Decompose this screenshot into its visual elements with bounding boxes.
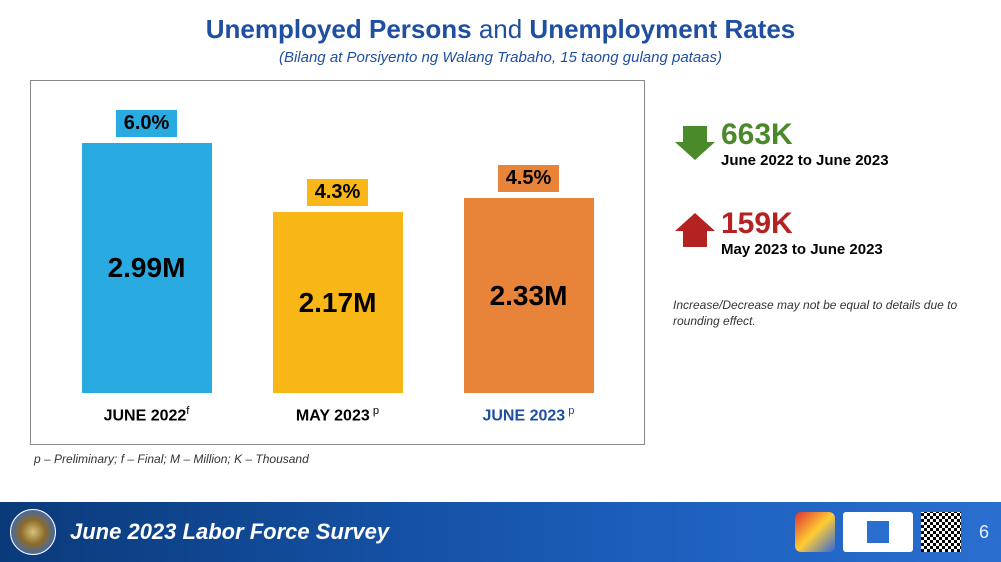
bar-label-text: MAY 2023 <box>296 407 370 424</box>
bar-label-text: JUNE 2023 <box>482 407 565 424</box>
qr-code-icon <box>921 512 961 552</box>
bar-label: MAY 2023 p <box>258 405 418 425</box>
legend-note: p – Preliminary; f – Final; M – Million;… <box>34 452 309 466</box>
bar-group: 4.5% 2.33M <box>449 165 609 393</box>
change-text: 159K May 2023 to June 2023 <box>721 209 883 258</box>
page-number: 6 <box>979 522 989 543</box>
bar-value: 2.17M <box>299 287 377 319</box>
page-title: Unemployed Persons and Unemployment Rate… <box>0 14 1001 45</box>
content-area: 6.0% 2.99M 4.3% 2.17M 4.5% 2.33M <box>30 80 970 465</box>
bar-value: 2.33M <box>490 280 568 312</box>
bar-group: 6.0% 2.99M <box>67 110 227 393</box>
labels-row: JUNE 2022f MAY 2023 p JUNE 2023 p <box>41 405 634 425</box>
bar-label-sup: f <box>186 405 189 417</box>
footer-title: June 2023 Labor Force Survey <box>70 519 795 545</box>
title-part1: Unemployed Persons <box>206 14 472 44</box>
change-text: 663K June 2022 to June 2023 <box>721 120 889 169</box>
bar-label: JUNE 2022f <box>67 405 227 425</box>
subtitle: (Bilang at Porsiyento ng Walang Trabaho,… <box>0 49 1001 66</box>
side-footnote: Increase/Decrease may not be equal to de… <box>673 298 970 329</box>
rate-badge: 6.0% <box>116 110 178 137</box>
rate-badge: 4.5% <box>498 165 560 192</box>
bar-value: 2.99M <box>108 252 186 284</box>
change-value: 663K <box>721 120 889 150</box>
change-block: 159K May 2023 to June 2023 <box>673 209 970 258</box>
bar-label-sup: p <box>565 405 574 417</box>
title-block: Unemployed Persons and Unemployment Rate… <box>0 0 1001 66</box>
bar: 2.99M <box>82 143 212 393</box>
bar-label-text: JUNE 2022 <box>104 407 187 424</box>
bar: 2.33M <box>464 198 594 393</box>
bars-row: 6.0% 2.99M 4.3% 2.17M 4.5% 2.33M <box>41 93 634 393</box>
bar: 2.17M <box>273 212 403 393</box>
change-period: May 2023 to June 2023 <box>721 241 883 258</box>
rate-badge: 4.3% <box>307 179 369 206</box>
title-connector: and <box>472 14 530 44</box>
change-block: 663K June 2022 to June 2023 <box>673 120 970 169</box>
bar-group: 4.3% 2.17M <box>258 179 418 393</box>
badge-icon <box>795 512 835 552</box>
footer-right: 6 <box>795 512 989 552</box>
iso-badge-icon <box>843 512 913 552</box>
logo-icon <box>10 509 56 555</box>
footer-bar: June 2023 Labor Force Survey 6 <box>0 502 1001 562</box>
change-value: 159K <box>721 209 883 239</box>
bar-label-sup: p <box>370 405 379 417</box>
arrow-down-icon <box>673 120 721 169</box>
slide-root: Unemployed Persons and Unemployment Rate… <box>0 0 1001 562</box>
bar-chart: 6.0% 2.99M 4.3% 2.17M 4.5% 2.33M <box>30 80 645 445</box>
bar-label: JUNE 2023 p <box>449 405 609 425</box>
title-part2: Unemployment Rates <box>529 14 795 44</box>
arrow-up-icon <box>673 209 721 258</box>
side-panel: 663K June 2022 to June 2023 159K May 202… <box>645 80 970 465</box>
change-period: June 2022 to June 2023 <box>721 152 889 169</box>
